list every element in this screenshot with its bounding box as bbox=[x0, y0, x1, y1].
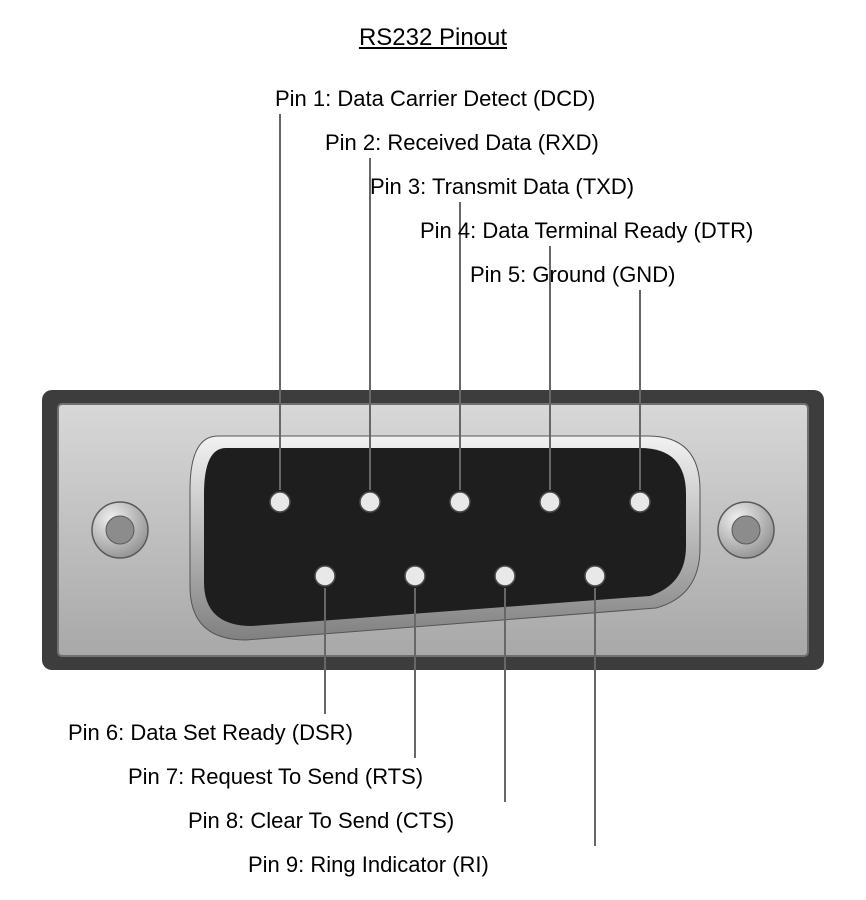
pin-label-bottom: Pin 7: Request To Send (RTS) bbox=[128, 764, 423, 790]
pin-label-top: Pin 4: Data Terminal Ready (DTR) bbox=[420, 218, 753, 244]
pin-hole bbox=[270, 492, 290, 512]
pin-hole bbox=[405, 566, 425, 586]
pin-hole bbox=[450, 492, 470, 512]
pin-label-top: Pin 5: Ground (GND) bbox=[470, 262, 675, 288]
diagram-title: RS232 Pinout bbox=[0, 24, 866, 52]
pin-hole bbox=[540, 492, 560, 512]
pin-hole bbox=[360, 492, 380, 512]
connector-illustration bbox=[42, 390, 824, 670]
pin-hole bbox=[585, 566, 605, 586]
pin-label-top: Pin 3: Transmit Data (TXD) bbox=[370, 174, 634, 200]
pin-label-bottom: Pin 6: Data Set Ready (DSR) bbox=[68, 720, 353, 746]
pin-hole bbox=[495, 566, 515, 586]
pin-hole bbox=[315, 566, 335, 586]
pin-hole bbox=[630, 492, 650, 512]
pin-label-bottom: Pin 8: Clear To Send (CTS) bbox=[188, 808, 454, 834]
pin-label-top: Pin 1: Data Carrier Detect (DCD) bbox=[275, 86, 595, 112]
pin-label-top: Pin 2: Received Data (RXD) bbox=[325, 130, 599, 156]
pin-label-bottom: Pin 9: Ring Indicator (RI) bbox=[248, 852, 489, 878]
